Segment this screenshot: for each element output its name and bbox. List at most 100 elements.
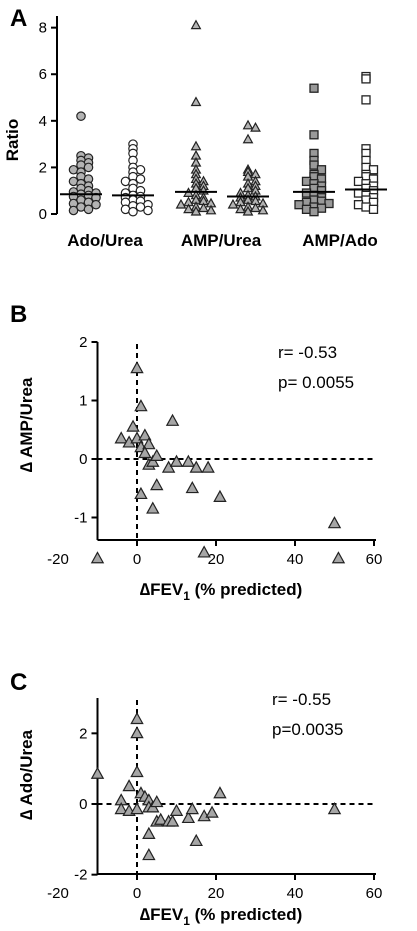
panel-c-point-23 <box>185 802 200 815</box>
panel-letter-c: C <box>10 669 27 696</box>
panel-a-series-4-point-0 <box>309 83 319 93</box>
panel-a-ytick-label-3: 6 <box>39 66 47 83</box>
panel-a-series-3-point-22 <box>250 202 261 213</box>
panel-a-ytick-label-0: 0 <box>39 206 47 223</box>
panel-a-series-3-point-24 <box>257 204 269 215</box>
panel-c-point-6 <box>114 802 128 815</box>
panel-b-point-14 <box>150 478 164 491</box>
panel-a-series-5-point-11 <box>353 176 364 187</box>
panel-a-series-0-point-28 <box>68 205 79 216</box>
panel-letter-a: A <box>10 5 27 32</box>
panel-a-series-0-point-25 <box>91 199 101 210</box>
panel-b-point-20 <box>189 460 203 473</box>
panel-b-ytick-label-3: 2 <box>79 334 87 351</box>
panel-c-xlabel-rest: (% predicted) <box>190 905 302 924</box>
panel-a-series-5-point-2 <box>361 95 371 105</box>
panel-a-series-5-point-7 <box>368 165 379 175</box>
panel-b-point-21 <box>185 481 200 494</box>
panel-a-marks <box>60 19 387 217</box>
panel-b-stat-p: p= 0.0055 <box>278 373 354 392</box>
panel-a-series-2-point-25 <box>190 205 202 216</box>
panel-c: C -202-20 0 20 40 60 ∆ Ado/Urea r= -0.55 p=0… <box>10 669 382 928</box>
panel-a-series-1-point-24 <box>143 205 153 216</box>
panel-c-xtick-label-0: -20 <box>47 885 69 902</box>
panel-c-point-16 <box>142 847 156 861</box>
panel-a-series-1-point-22 <box>135 202 146 212</box>
panel-a-series-2-point-24 <box>205 204 217 215</box>
panel-c-stat-p: p=0.0035 <box>272 720 343 739</box>
panel-a-series-4-point-24 <box>301 204 312 214</box>
panel-c-point-20 <box>165 814 180 827</box>
panel-b-ytick-label-2: 1 <box>79 393 87 410</box>
panel-b: B -1 0 1 2 -20 0 20 40 60 ∆ AMP/Urea r= -0.53 p=… <box>10 301 382 603</box>
panel-a-series-0-point-0 <box>76 111 86 121</box>
panel-a-series-4-point-14 <box>301 188 312 198</box>
panel-c-point-27 <box>213 786 227 799</box>
panel-b-point-17 <box>165 413 180 426</box>
panel-c-xtick-label-2: 20 <box>208 885 225 902</box>
panel-b-point-15 <box>146 501 160 514</box>
panel-c-point-8 <box>130 802 144 815</box>
panel-a-axes: 0 2 4 6 8 <box>39 16 58 223</box>
panel-b-axes: -1 0 1 2 -20 0 20 40 60 <box>47 334 382 568</box>
panel-b-point-1 <box>134 399 148 412</box>
panel-c-point-26 <box>205 805 219 818</box>
panel-a-category-1: AMP/Urea <box>181 231 262 250</box>
panel-a-series-4-point-25 <box>309 207 319 217</box>
panel-b-stat-r: r= -0.53 <box>278 343 337 362</box>
panel-a-series-5-point-22 <box>361 202 371 212</box>
panel-c-point-22 <box>181 810 196 824</box>
panel-b-ylabel: ∆ AMP/Urea <box>17 377 36 472</box>
panel-b-ytick-label-1: 0 <box>79 451 87 468</box>
panel-c-xtick-label-4: 60 <box>366 885 383 902</box>
panel-b-point-22 <box>201 460 215 473</box>
panel-a-ytick-label-4: 8 <box>39 20 47 37</box>
panel-c-ytick-label-2: 2 <box>79 725 87 742</box>
panel-b-point-16 <box>161 460 176 473</box>
panel-c-point-21 <box>169 803 184 816</box>
panel-a-series-4-point-4 <box>309 160 319 170</box>
panel-a-series-1-point-8 <box>135 174 146 184</box>
panel-a-series-2-point-20 <box>175 198 187 209</box>
panel-b-xtick-label-4: 60 <box>366 551 383 568</box>
panel-a-series-4-point-21 <box>294 200 304 210</box>
panel-a-series-3-point-2 <box>242 133 254 144</box>
panel-a-series-2-point-1 <box>190 96 202 107</box>
panel-c-point-18 <box>153 812 168 825</box>
panel-a-series-4-point-1 <box>309 130 319 140</box>
panel-c-stat-r: r= -0.55 <box>272 690 331 709</box>
panel-c-point-3 <box>90 766 105 779</box>
panel-b-marks <box>90 361 346 564</box>
panel-a-series-5-point-23 <box>368 204 379 214</box>
panel-c-point-15 <box>142 826 156 839</box>
panel-b-ytick-label-0: -1 <box>74 510 87 527</box>
panel-a-series-2-point-2 <box>190 140 202 151</box>
panel-a-series-5-point-21 <box>353 200 364 210</box>
panel-b-point-12 <box>150 448 164 461</box>
panel-a-series-2-point-22 <box>198 202 209 213</box>
panel-b-point-4 <box>126 419 140 432</box>
panel-c-ytick-label-0: -2 <box>74 867 87 884</box>
panel-b-xtick-label-2: 20 <box>208 551 225 568</box>
panel-a-category-2: AMP/Ado <box>302 231 378 250</box>
panel-a-series-4-point-23 <box>316 203 327 213</box>
panel-b-xtick-label-3: 40 <box>287 551 304 568</box>
panel-a-ytick-label-1: 2 <box>39 159 47 176</box>
panel-b-xtick-label-0: -20 <box>47 551 69 568</box>
panel-c-xlabel-sub: 1 <box>183 914 190 928</box>
panel-a-category-0: Ado/Urea <box>67 231 143 250</box>
panel-b-point-11 <box>146 454 160 467</box>
panel-b-xlabel: ∆FEV1 (% predicted) <box>140 580 303 603</box>
panel-a-series-4-point-9 <box>301 176 312 187</box>
panel-b-point-2 <box>114 431 128 444</box>
panel-c-xtick-label-3: 40 <box>287 885 304 902</box>
panel-a: A 0 2 4 6 8 Ratio Ado/Urea AMP/Urea AMP/Ado <box>3 5 387 250</box>
panel-c-marks <box>90 711 342 861</box>
panel-c-xlabel: ∆FEV1 (% predicted) <box>140 905 303 928</box>
panel-letter-b: B <box>10 301 27 328</box>
panel-c-point-28 <box>327 802 342 815</box>
panel-a-series-4-point-20 <box>324 198 334 209</box>
panel-a-series-0-point-27 <box>83 204 94 215</box>
panel-b-point-23 <box>213 489 227 502</box>
